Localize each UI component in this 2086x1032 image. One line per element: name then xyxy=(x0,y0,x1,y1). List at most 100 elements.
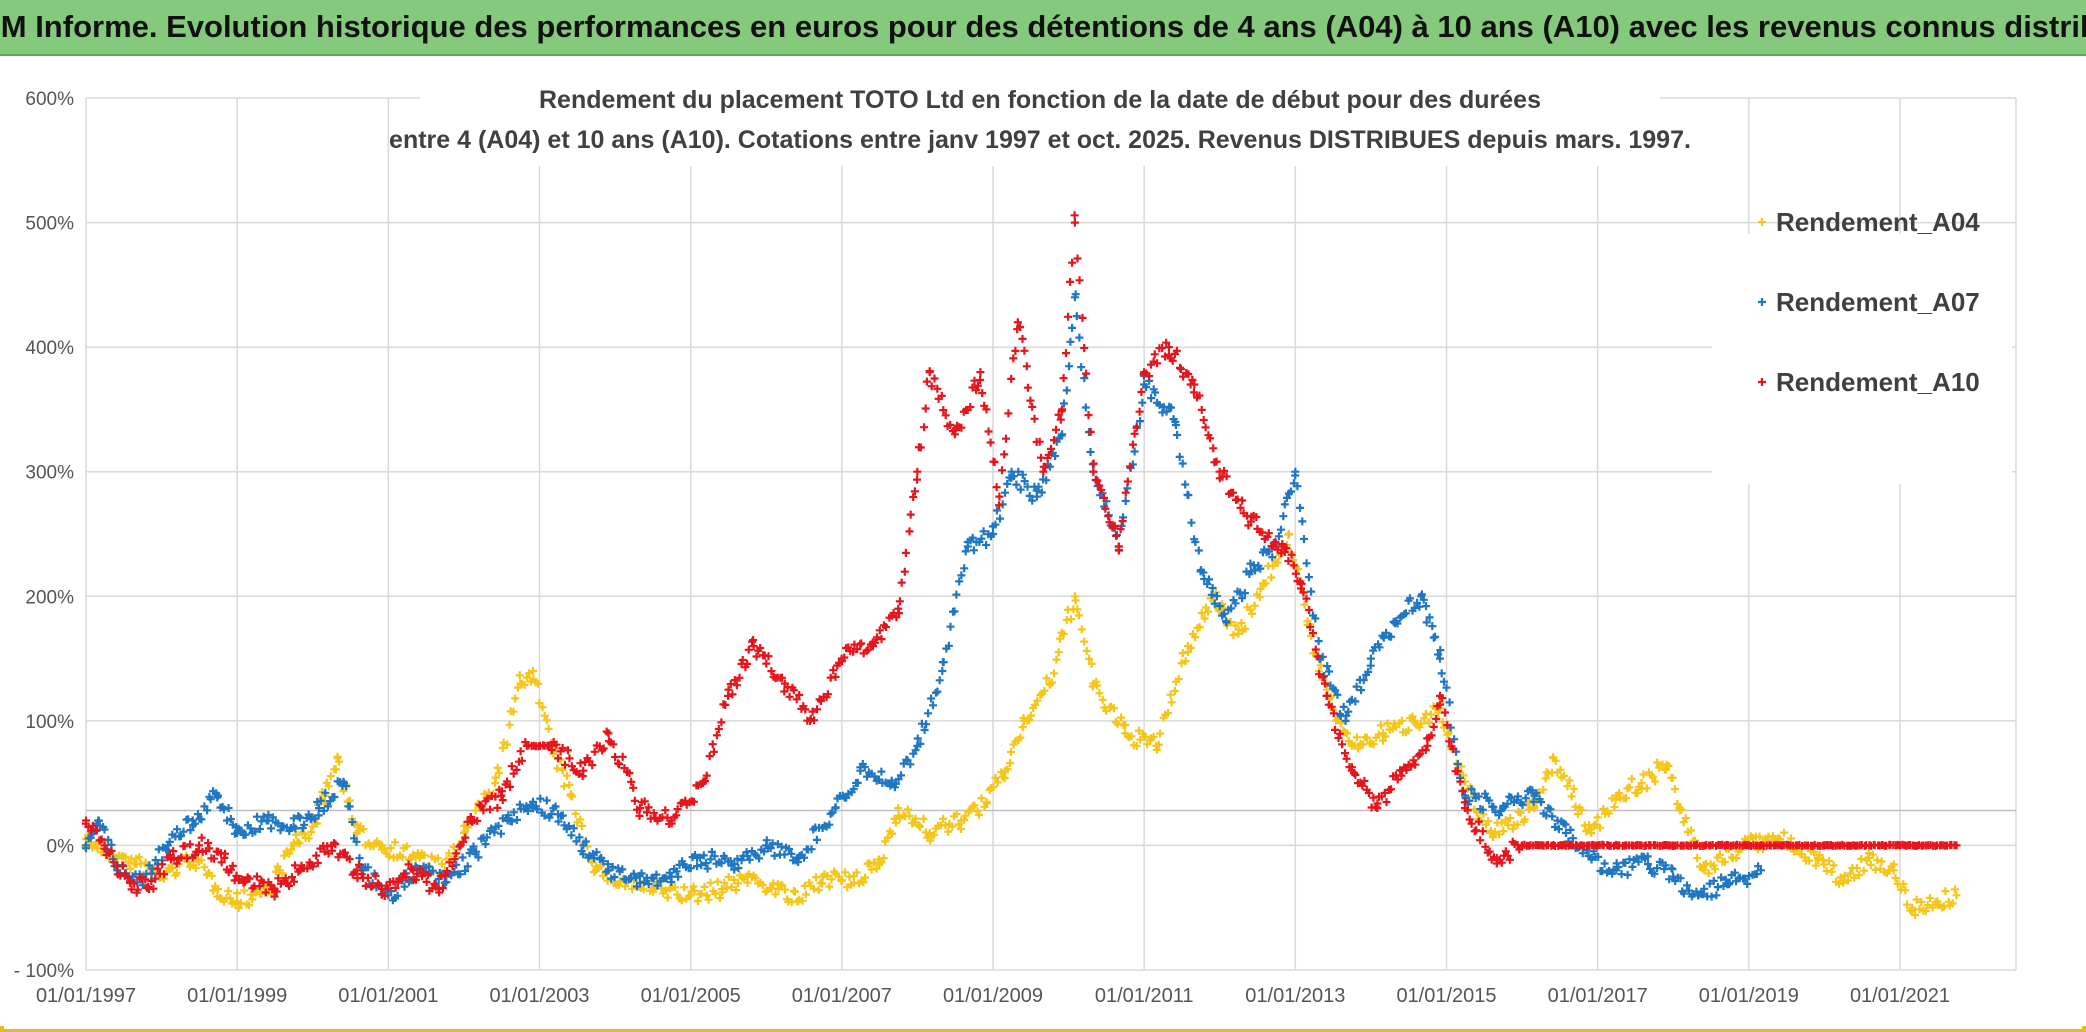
data-point xyxy=(377,885,386,893)
data-marker-fill xyxy=(916,822,924,831)
data-point xyxy=(554,810,562,819)
data-marker-fill xyxy=(1853,864,1861,873)
data-marker-fill xyxy=(1246,605,1255,614)
data-marker-fill xyxy=(1252,513,1261,521)
data-marker-fill xyxy=(1041,462,1050,471)
data-marker-fill xyxy=(1566,825,1575,834)
data-marker-fill xyxy=(1068,258,1077,267)
data-marker-fill xyxy=(554,817,563,826)
data-marker-fill xyxy=(1162,338,1171,347)
data-marker-fill xyxy=(649,809,658,818)
data-marker-fill xyxy=(180,842,189,850)
data-marker-fill xyxy=(316,796,325,805)
chart-title-line-1: Rendement du placement TOTO Ltd en fonct… xyxy=(539,86,1541,114)
data-marker-fill xyxy=(701,859,710,868)
data-point xyxy=(1347,741,1356,750)
data-marker-fill xyxy=(1743,879,1752,888)
data-marker-fill xyxy=(1209,444,1218,453)
data-marker-fill xyxy=(1768,832,1777,840)
data-marker-fill xyxy=(540,811,549,820)
data-marker-fill xyxy=(697,889,706,898)
data-marker-fill xyxy=(1351,770,1360,779)
x-tick-label: 01/01/2017 xyxy=(1548,985,1648,1007)
data-marker-fill xyxy=(1082,369,1091,378)
data-marker-fill xyxy=(814,886,823,895)
data-marker-fill xyxy=(1873,856,1882,865)
data-marker-fill xyxy=(1059,374,1068,383)
data-marker-fill xyxy=(1855,871,1863,880)
data-point xyxy=(938,667,947,675)
series-Rendement_A04 xyxy=(81,530,1961,919)
data-marker-fill xyxy=(1421,746,1430,755)
data-marker-fill xyxy=(1623,870,1632,879)
data-marker-fill xyxy=(191,864,200,873)
data-marker-fill xyxy=(1539,785,1548,794)
data-marker-fill xyxy=(992,506,1001,515)
data-marker-fill xyxy=(1341,749,1349,758)
data-marker-fill xyxy=(1506,814,1515,823)
data-marker-fill xyxy=(1436,646,1445,655)
data-point xyxy=(774,885,783,893)
data-marker-fill xyxy=(781,885,790,894)
data-point xyxy=(522,741,531,750)
data-marker-fill xyxy=(232,871,241,880)
data-point xyxy=(1303,617,1312,626)
data-marker-fill xyxy=(1100,493,1108,502)
data-marker-fill xyxy=(224,887,233,895)
data-marker-fill xyxy=(411,875,420,884)
data-point xyxy=(818,872,827,881)
data-marker-fill xyxy=(1034,482,1043,491)
series-Rendement_A07 xyxy=(82,290,1765,905)
data-marker-fill xyxy=(1302,559,1311,568)
data-marker-fill xyxy=(223,816,231,825)
data-marker-fill xyxy=(853,645,862,654)
data-marker-fill xyxy=(1104,512,1113,521)
data-marker-fill xyxy=(441,871,450,880)
data-marker-fill xyxy=(767,667,776,676)
data-marker-fill xyxy=(1556,765,1565,774)
data-marker-fill xyxy=(1434,708,1443,717)
data-marker-fill xyxy=(639,885,648,894)
data-marker-fill xyxy=(554,754,563,763)
data-marker-fill xyxy=(1268,553,1277,562)
data-marker-fill xyxy=(770,851,779,860)
data-marker-fill xyxy=(982,405,991,414)
data-marker-fill xyxy=(1420,714,1429,723)
x-tick-label: 01/01/2011 xyxy=(1095,985,1194,1007)
data-point xyxy=(982,797,991,806)
data-marker-fill xyxy=(86,833,95,842)
data-marker-fill xyxy=(1101,504,1110,513)
data-marker-fill xyxy=(1331,686,1340,695)
data-marker-fill xyxy=(160,870,169,879)
data-marker-fill xyxy=(1293,482,1302,491)
data-marker-fill xyxy=(1086,448,1095,456)
data-point xyxy=(1461,804,1469,813)
data-marker-fill xyxy=(312,851,321,860)
x-tick-label: 01/01/2005 xyxy=(641,985,741,1007)
data-point xyxy=(636,878,644,887)
data-point xyxy=(516,679,525,688)
data-marker-fill xyxy=(1305,606,1314,614)
data-marker-fill xyxy=(976,376,985,384)
data-marker-fill xyxy=(829,666,838,675)
data-marker-fill xyxy=(743,659,752,668)
data-marker-fill xyxy=(1000,774,1009,783)
data-marker-fill xyxy=(1600,859,1609,868)
data-marker-fill xyxy=(1307,587,1316,596)
data-marker-fill xyxy=(950,607,959,616)
data-marker-fill xyxy=(1068,323,1077,332)
data-marker-fill xyxy=(1941,887,1950,896)
data-marker-fill xyxy=(497,829,505,838)
data-marker-fill xyxy=(542,716,551,725)
data-marker-fill xyxy=(1206,434,1215,443)
data-marker-fill xyxy=(514,683,522,692)
data-marker-fill xyxy=(452,849,461,858)
data-marker-fill xyxy=(280,851,289,860)
data-marker-fill xyxy=(1474,817,1483,826)
data-marker-fill xyxy=(1323,662,1332,671)
data-marker-fill xyxy=(400,882,409,891)
data-marker-fill xyxy=(1912,895,1921,904)
data-marker-fill xyxy=(1393,775,1402,784)
data-marker-fill xyxy=(1627,774,1636,783)
data-marker-fill xyxy=(991,773,1000,782)
